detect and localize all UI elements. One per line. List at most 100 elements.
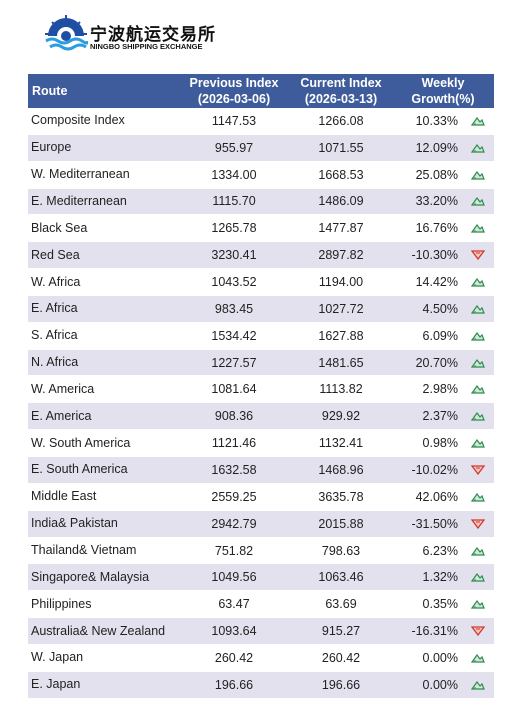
logo-subtitle: NINGBO SHIPPING EXCHANGE (90, 42, 203, 51)
up-icon (471, 680, 485, 690)
table-row: Red Sea 3230.41 2897.82 -10.30% (28, 242, 494, 269)
up-icon (471, 412, 485, 421)
cell-text: Black Sea (31, 220, 88, 235)
cell-text: 1093.64 (211, 624, 257, 639)
up-icon (471, 116, 485, 126)
table-row: E. Mediterranean 1115.70 1486.09 33.20% (28, 188, 494, 215)
cell-text: 1115.70 (212, 194, 256, 209)
table-row: W. Mediterranean 1334.00 1668.53 25.08% (28, 162, 494, 188)
cell-text: 1266.08 (318, 113, 364, 128)
table-row: W. Africa 1043.52 1194.00 14.42% (28, 269, 494, 295)
table-row: Black Sea 1265.78 1477.87 16.76% (28, 215, 494, 241)
cell-text: India& Pakistan (31, 516, 118, 531)
cell-text: 1113.82 (319, 382, 363, 397)
cell-text: 42.06% (415, 489, 458, 504)
up-icon (471, 331, 485, 341)
table-row: Philippines 63.47 63.69 0.35% (28, 591, 494, 617)
cell-text: -10.02% (411, 462, 458, 477)
cell-text: 4.50% (422, 301, 458, 316)
cell-text: 14.42% (415, 275, 458, 290)
cell-text: 2015.88 (318, 516, 364, 531)
table-row: N. Africa 1227.57 1481.65 20.70% (28, 349, 494, 376)
cell-text: -16.31% (411, 624, 458, 639)
column-header: Route (28, 74, 178, 108)
table-row: W. South America 1121.46 1132.41 0.98% (28, 430, 494, 456)
up-icon (471, 304, 485, 314)
cell-text: 1477.87 (318, 221, 364, 236)
cell-text: 1227.57 (211, 355, 257, 370)
logo-icon (45, 15, 88, 51)
cell-text: W. Mediterranean (31, 167, 130, 182)
table-row: Singapore& Malaysia 1049.56 1063.46 1.32% (28, 564, 494, 591)
cell-text: Thailand& Vietnam (31, 543, 137, 558)
table-row: E. America 908.36 929.92 2.37% (28, 403, 494, 430)
cell-text: W. Japan (31, 650, 84, 665)
cell-text: 16.76% (415, 221, 458, 236)
cell-text: 1534.42 (211, 328, 257, 343)
up-icon (471, 653, 485, 663)
up-icon (471, 143, 485, 153)
table-row: E. Japan 196.66 196.66 0.00% (28, 671, 494, 698)
down-icon (471, 465, 485, 475)
table-row: S. Africa 1534.42 1627.88 6.09% (28, 323, 494, 349)
table-row: Thailand& Vietnam 751.82 798.63 6.23% (28, 538, 494, 564)
cell-text: 1632.58 (211, 462, 257, 477)
cell-text: E. Mediterranean (31, 193, 127, 208)
up-icon (471, 170, 485, 180)
cell-text: 63.69 (325, 597, 357, 612)
cell-text: 1043.52 (211, 275, 257, 290)
cell-text: 1468.96 (318, 462, 364, 477)
table-row: India& Pakistan 2942.79 2015.88 -31.50% (28, 510, 494, 537)
cell-text: 955.97 (214, 140, 254, 155)
cell-text: 1049.56 (211, 570, 257, 585)
table-row: Australia& New Zealand 1093.64 915.27 -16.3… (28, 618, 494, 644)
cell-text: 10.33% (415, 113, 458, 128)
cell-text: 1.32% (422, 570, 458, 585)
cell-text: 260.42 (214, 650, 254, 665)
cell-text: 2.37% (422, 409, 458, 424)
cell-text: 0.35% (422, 597, 458, 612)
cell-text: E. Japan (31, 677, 81, 692)
header-line: Current Index (300, 76, 382, 90)
cell-text: 1194.00 (318, 275, 364, 290)
cell-text: W. America (31, 381, 95, 396)
cell-text: 33.20% (415, 194, 458, 209)
header-line: Previous Index (189, 76, 279, 90)
cell-text: 6.09% (422, 328, 458, 343)
cell-text: 1481.65 (318, 355, 364, 370)
down-icon (471, 626, 485, 637)
table-row: Europe 955.97 1071.55 12.09% (28, 134, 494, 161)
cell-text: 3635.78 (318, 489, 364, 504)
cell-text: 0.00% (422, 677, 458, 692)
cell-text: 0.00% (422, 650, 458, 665)
table-row: Composite Index 1147.53 1266.08 10.33% (28, 108, 494, 134)
cell-text: 1027.72 (318, 301, 364, 316)
up-icon (471, 600, 485, 609)
cell-text: 929.92 (321, 409, 361, 424)
cell-text: N. Africa (31, 355, 79, 370)
cell-text: 196.66 (214, 677, 254, 692)
cell-text: 196.66 (321, 677, 361, 692)
cell-text: Australia& New Zealand (31, 623, 166, 638)
cell-text: Europe (31, 140, 72, 155)
up-icon (471, 224, 485, 233)
up-icon (471, 546, 485, 556)
cell-text: 1147.53 (211, 113, 257, 128)
column-header: Previous Index (2026-03-06) (178, 74, 290, 108)
cell-text: 751.82 (214, 543, 254, 558)
column-header: Weekly Growth(%) (392, 74, 494, 108)
cell-text: Philippines (31, 596, 92, 611)
cell-text: 1063.46 (318, 570, 364, 585)
cell-text: 6.23% (422, 543, 458, 558)
cell-text: E. South America (31, 462, 128, 477)
up-icon (471, 439, 485, 448)
up-icon (471, 277, 485, 287)
cell-text: S. Africa (31, 328, 78, 343)
table-row: W. America 1081.64 1113.82 2.98% (28, 377, 494, 403)
cell-text: 1132.41 (318, 436, 364, 451)
up-icon (471, 385, 485, 395)
cell-text: W. South America (31, 435, 131, 450)
cell-text: 20.70% (415, 355, 458, 370)
cell-text: 63.47 (218, 597, 250, 612)
